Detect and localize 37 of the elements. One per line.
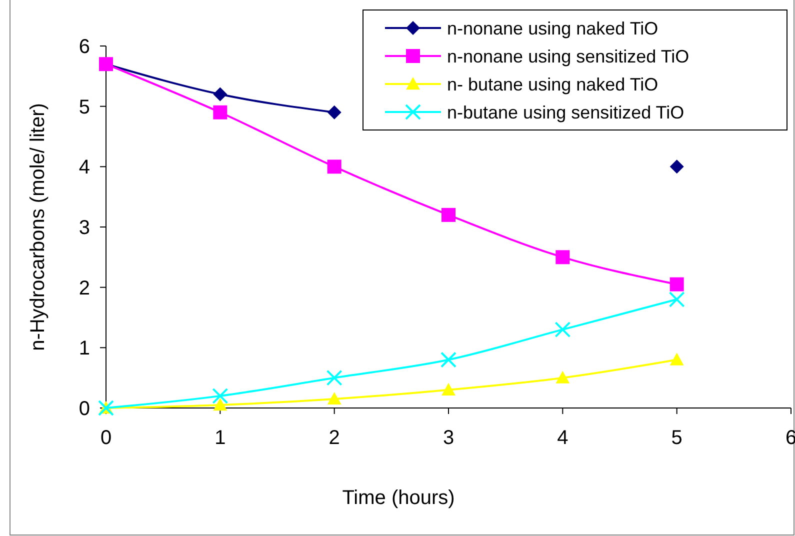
x-tick-label: 5 xyxy=(671,427,682,449)
y-tick-label: 1 xyxy=(78,338,90,360)
point xyxy=(212,388,228,404)
point xyxy=(670,277,684,292)
point xyxy=(440,352,456,368)
point xyxy=(327,105,342,120)
x-tick-label: 4 xyxy=(557,427,568,449)
x-tick-label: 1 xyxy=(214,427,226,449)
x-tick-label: 2 xyxy=(328,427,340,449)
x-axis-title: Time (hours) xyxy=(342,487,455,509)
point xyxy=(668,291,685,308)
point xyxy=(442,382,456,396)
point xyxy=(556,250,570,264)
point xyxy=(670,352,684,366)
y-tick-label: 6 xyxy=(78,36,90,58)
point xyxy=(670,160,684,174)
y-axis-title: n-Hydrocarbons (mole/ liter) xyxy=(27,103,49,351)
legend-label: n-nonane using sensitized TiO xyxy=(447,46,690,66)
legend-label: n- butane using naked TiO xyxy=(447,74,658,94)
point xyxy=(213,105,228,120)
point xyxy=(554,322,571,338)
legend-label: n-butane using sensitized TiO xyxy=(447,102,684,122)
y-tick-label: 0 xyxy=(78,398,90,420)
y-tick-label: 2 xyxy=(78,277,90,300)
legend-label: n-nonane using naked TiO xyxy=(447,18,658,38)
y-tick-label: 5 xyxy=(78,96,90,118)
x-tick-label: 0 xyxy=(100,427,112,449)
x-tick-label: 3 xyxy=(442,427,454,449)
point xyxy=(213,87,228,102)
y-tick-label: 4 xyxy=(78,156,90,179)
point xyxy=(326,370,342,386)
point xyxy=(442,208,456,222)
point xyxy=(327,392,342,405)
point xyxy=(327,160,342,174)
y-tick-label: 3 xyxy=(78,217,90,239)
point xyxy=(213,398,228,411)
point xyxy=(556,370,570,384)
